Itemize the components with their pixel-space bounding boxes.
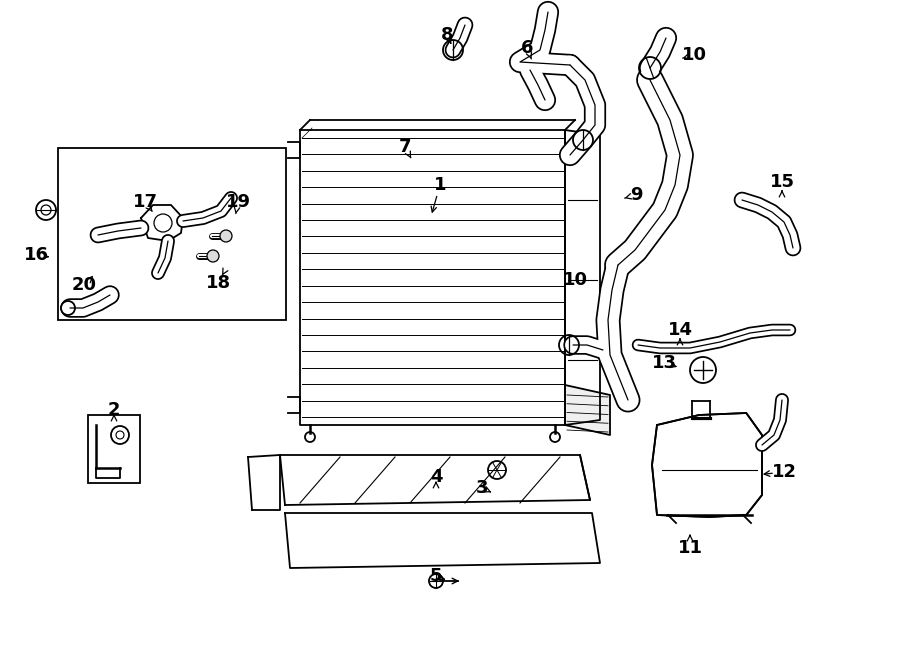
Text: 7: 7 <box>399 138 411 156</box>
Bar <box>58 148 286 320</box>
Bar <box>88 415 140 483</box>
Text: 4: 4 <box>430 468 442 486</box>
Polygon shape <box>141 205 183 241</box>
Polygon shape <box>565 385 610 435</box>
Circle shape <box>36 200 56 220</box>
Text: 13: 13 <box>652 354 677 372</box>
Text: 18: 18 <box>205 274 230 292</box>
Text: 5: 5 <box>430 567 442 585</box>
Circle shape <box>207 250 219 262</box>
Text: 3: 3 <box>476 479 488 497</box>
Text: 2: 2 <box>108 401 121 419</box>
Text: 19: 19 <box>226 193 250 211</box>
Text: 17: 17 <box>132 193 157 211</box>
Text: 6: 6 <box>521 39 533 57</box>
Polygon shape <box>652 413 762 517</box>
Text: 1: 1 <box>434 176 446 194</box>
Text: 20: 20 <box>71 276 96 294</box>
Text: 10: 10 <box>562 271 588 289</box>
Circle shape <box>220 230 232 242</box>
Text: 14: 14 <box>668 321 692 339</box>
Text: 9: 9 <box>630 186 643 204</box>
Text: 12: 12 <box>771 463 796 481</box>
Text: 8: 8 <box>441 26 454 44</box>
Text: 10: 10 <box>681 46 706 64</box>
Text: 16: 16 <box>23 246 49 264</box>
Text: 11: 11 <box>678 539 703 557</box>
Text: 15: 15 <box>770 173 795 191</box>
Circle shape <box>61 301 75 315</box>
